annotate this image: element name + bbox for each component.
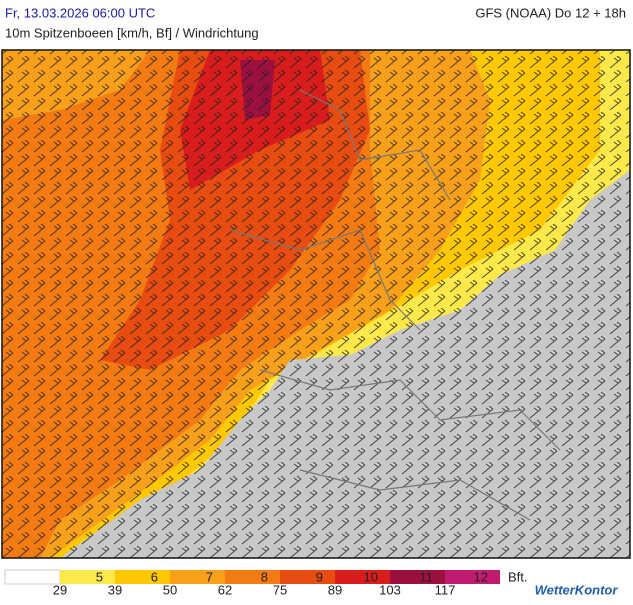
legend-box — [390, 570, 445, 584]
legend-kmh-label: 103 — [379, 582, 401, 597]
legend-unit: Bft. — [508, 569, 528, 584]
legend-kmh-label: 89 — [328, 582, 342, 597]
map — [1, 49, 631, 559]
legend-bft-label: 12 — [474, 569, 488, 584]
legend-kmh-label: 50 — [163, 582, 177, 597]
wind-barbs — [2, 50, 630, 558]
legend-box — [280, 570, 335, 584]
subtitle: 10m Spitzenboeen [km/h, Bf] / Windrichtu… — [5, 25, 259, 40]
legend-bft-label: 10 — [364, 569, 378, 584]
legend-bft-label: 9 — [316, 569, 323, 584]
model-label: GFS (NOAA) Do 12 + 18h — [475, 5, 626, 20]
legend-bft-label: 8 — [261, 569, 268, 584]
legend-box — [445, 570, 500, 584]
legend-box — [225, 570, 280, 584]
legend-box — [4, 569, 61, 585]
brand-logo: WetterKontor — [535, 582, 619, 597]
legend-box — [170, 570, 225, 584]
legend-kmh-label: 62 — [218, 582, 232, 597]
legend-bft-label: 7 — [206, 569, 213, 584]
legend-box — [335, 570, 390, 584]
legend-bft-label: 6 — [151, 569, 158, 584]
borders — [229, 89, 561, 521]
legend-kmh-label: 39 — [108, 582, 122, 597]
legend-bft-label: 11 — [420, 569, 434, 584]
legend-bft-label: 5 — [96, 569, 103, 584]
legend-box — [60, 570, 115, 584]
map-frame — [1, 49, 631, 559]
legend-box — [115, 570, 170, 584]
legend-kmh-label: 117 — [435, 582, 456, 597]
legend-kmh-label: 29 — [53, 582, 67, 597]
legend-kmh-label: 75 — [273, 582, 287, 597]
date-label: Fr, 13.03.2026 06:00 UTC — [5, 5, 155, 20]
